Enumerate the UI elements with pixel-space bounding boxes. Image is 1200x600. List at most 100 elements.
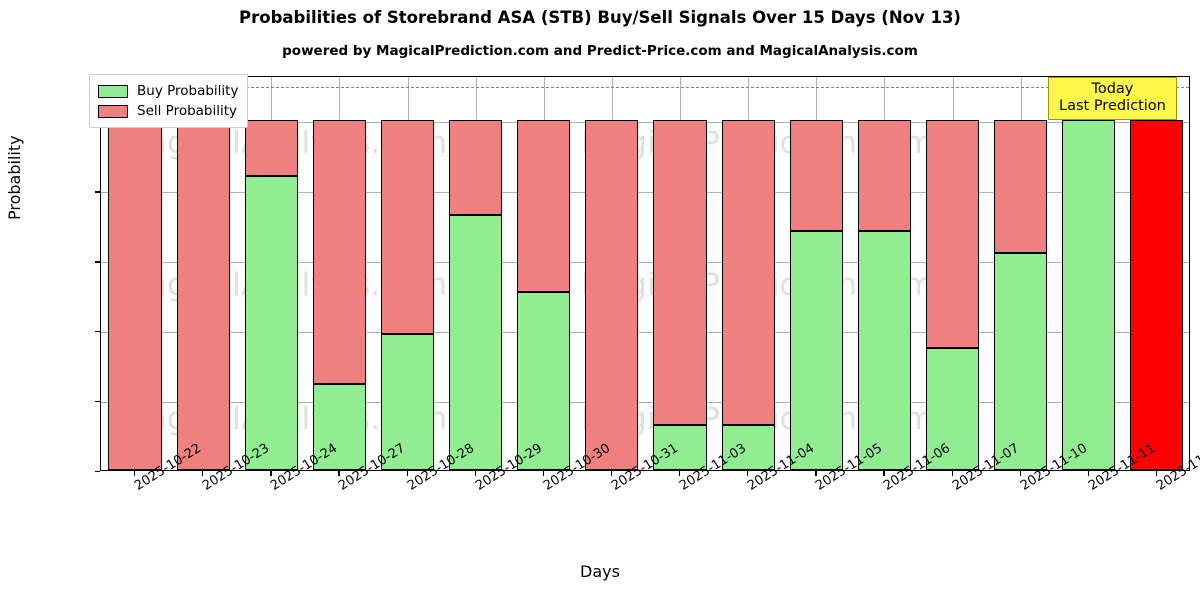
bar-segment-sell[interactable] — [108, 120, 162, 470]
y-axis-tick — [95, 401, 100, 403]
bar-segment-sell[interactable] — [449, 120, 503, 215]
x-axis-tick — [1087, 471, 1090, 476]
bar-column[interactable] — [721, 77, 775, 470]
bar-segment-sell[interactable] — [244, 120, 298, 177]
legend-item-buy[interactable]: Buy Probability — [98, 81, 238, 101]
bar-segment-sell[interactable] — [380, 120, 435, 334]
x-axis-tick — [815, 471, 817, 476]
bar-segment-sell[interactable] — [585, 120, 639, 470]
bar-column[interactable] — [176, 77, 230, 470]
bar-column[interactable] — [653, 77, 707, 470]
bar-column[interactable] — [517, 77, 571, 470]
x-axis-tick-label: 2025-11-05 — [813, 441, 885, 494]
bar-segment-buy[interactable] — [244, 176, 298, 470]
x-axis-tick — [1019, 471, 1021, 476]
bar-segment-sell[interactable] — [857, 120, 911, 231]
bar-column[interactable] — [1130, 77, 1184, 470]
chart-title: Probabilities of Storebrand ASA (STB) Bu… — [239, 8, 961, 27]
last-prediction-label: Last Prediction — [1059, 98, 1166, 115]
x-axis-tick — [747, 471, 749, 476]
y-axis-tick — [95, 261, 100, 263]
x-axis-tick — [542, 471, 545, 476]
x-axis-tick-label: 2025-11-12 — [1154, 441, 1200, 494]
x-axis-tick — [338, 471, 340, 476]
y-axis-label: Probability — [5, 135, 24, 220]
bar-segment-sell[interactable] — [517, 120, 571, 292]
chart-subtitle: powered by MagicalPrediction.com and Pre… — [282, 43, 918, 59]
x-axis-tick-label: 2025-10-31 — [609, 441, 681, 494]
x-axis-tick-label: 2025-10-28 — [405, 441, 477, 494]
bar-segment-sell[interactable] — [994, 120, 1048, 254]
bar-segment-buy[interactable] — [994, 253, 1048, 470]
x-axis-tick — [610, 471, 613, 476]
bar-segment-buy[interactable] — [721, 425, 775, 470]
x-axis-tick-label: 2025-10-23 — [200, 441, 272, 494]
legend-label-buy: Buy Probability — [137, 83, 239, 99]
y-axis-tick — [95, 191, 100, 193]
x-axis-tick — [270, 471, 272, 476]
bar-segment-buy[interactable] — [789, 230, 843, 470]
bar-segment-sell[interactable] — [653, 120, 707, 426]
bar-segment-buy[interactable] — [925, 348, 980, 470]
legend-item-sell[interactable]: Sell Probability — [98, 101, 238, 121]
x-axis-tick — [474, 471, 476, 476]
bar-segment-sell[interactable] — [312, 120, 366, 385]
bar-column[interactable] — [857, 77, 911, 470]
bar-column[interactable] — [585, 77, 639, 470]
x-axis-tick-label: 2025-10-29 — [473, 441, 545, 494]
threshold-line — [101, 87, 1189, 89]
gridline-horizontal — [101, 332, 1189, 334]
x-axis-tick-label: 2025-11-03 — [677, 441, 749, 494]
bar-segment-today[interactable] — [1130, 120, 1184, 470]
bar-column[interactable] — [449, 77, 503, 470]
bar-column[interactable] — [789, 77, 843, 470]
legend-swatch-buy-icon — [98, 84, 128, 98]
legend-swatch-sell-icon — [98, 104, 128, 118]
bar-column[interactable] — [1062, 77, 1116, 470]
bar-segment-sell[interactable] — [176, 120, 230, 470]
bar-segment-buy[interactable] — [653, 425, 707, 470]
x-axis-tick — [679, 471, 681, 476]
plot-area: MagicalAnalysis.comMagicalPrediction.com… — [100, 76, 1190, 471]
x-axis-tick — [202, 471, 204, 476]
gridline-horizontal — [101, 262, 1189, 264]
bar-column[interactable] — [244, 77, 298, 470]
legend-label-sell: Sell Probability — [137, 103, 238, 119]
bar-column[interactable] — [312, 77, 366, 470]
bar-segment-buy[interactable] — [857, 230, 911, 470]
x-axis-tick — [951, 471, 953, 476]
bar-segment-sell[interactable] — [925, 120, 980, 349]
x-axis-tick-label: 2025-11-10 — [1018, 441, 1090, 494]
bar-segment-sell[interactable] — [789, 120, 843, 231]
bar-segment-buy[interactable] — [312, 384, 366, 470]
x-axis-tick-label: 2025-11-07 — [950, 441, 1022, 494]
x-axis-tick — [1155, 471, 1158, 476]
gridline-horizontal — [101, 122, 1189, 124]
bar-segment-buy[interactable] — [380, 333, 435, 470]
gridline-horizontal — [101, 192, 1189, 194]
bar-column[interactable] — [380, 77, 435, 470]
bar-segment-buy[interactable] — [449, 214, 503, 470]
x-axis-label: Days — [580, 562, 620, 581]
bar-column[interactable] — [925, 77, 980, 470]
chart-legend: Buy Probability Sell Probability — [89, 74, 249, 128]
x-axis-tick-label: 2025-10-24 — [268, 441, 340, 494]
y-axis-tick — [95, 471, 100, 473]
x-axis-tick-label: 2025-10-22 — [132, 441, 204, 494]
x-axis-tick — [883, 471, 885, 476]
bar-segment-buy[interactable] — [517, 291, 571, 470]
x-axis-tick — [406, 471, 408, 476]
today-annotation: Today Last Prediction — [1048, 77, 1177, 121]
x-axis-tick — [134, 471, 136, 476]
x-axis-tick-label: 2025-11-06 — [881, 441, 953, 494]
x-axis-tick-label: 2025-11-11 — [1086, 441, 1158, 494]
today-label: Today — [1091, 81, 1134, 97]
bar-segment-buy[interactable] — [1062, 120, 1116, 470]
bar-column[interactable] — [108, 77, 162, 470]
x-axis-tick-label: 2025-10-27 — [336, 441, 408, 494]
bar-column[interactable] — [994, 77, 1048, 470]
bar-segment-sell[interactable] — [721, 120, 775, 426]
y-axis-tick — [95, 331, 100, 333]
x-axis-tick-label: 2025-10-30 — [541, 441, 613, 494]
